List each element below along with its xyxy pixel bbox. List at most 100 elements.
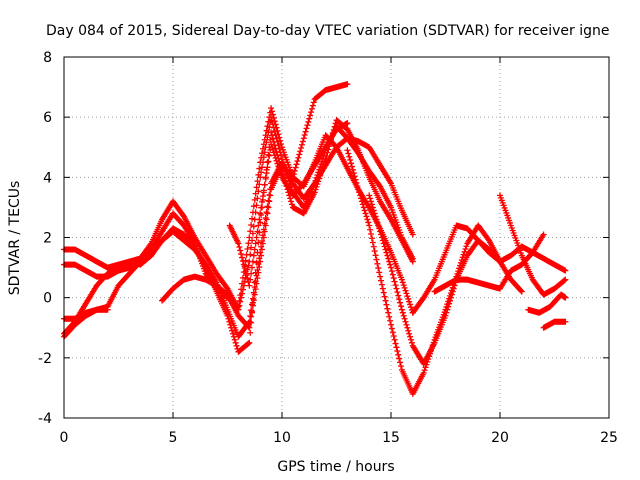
data-point [324, 149, 331, 156]
data-point [246, 339, 253, 346]
data-point [261, 228, 268, 235]
data-point [249, 215, 256, 222]
data-point [404, 293, 411, 300]
data-point [404, 324, 411, 331]
data-point [275, 163, 282, 170]
data-point [397, 363, 404, 370]
data-point [370, 207, 377, 214]
data-point [254, 178, 261, 185]
data-point [386, 258, 393, 265]
data-point [298, 145, 305, 152]
data-point [394, 348, 401, 355]
data-point [402, 287, 409, 294]
data-point [381, 293, 388, 300]
data-point [258, 252, 265, 259]
data-point [273, 148, 280, 155]
data-point [259, 150, 266, 157]
data-point [383, 301, 390, 308]
data-point [260, 154, 267, 161]
y-axis-label: SDTVAR / TECUs [7, 181, 23, 296]
data-point [448, 291, 455, 298]
data-point [366, 222, 373, 229]
series-trace-5 [159, 81, 351, 331]
data-point [297, 148, 304, 155]
data-point [249, 230, 256, 237]
data-point [362, 210, 369, 217]
data-point [257, 219, 264, 226]
data-point [245, 262, 252, 269]
data-point [253, 234, 260, 241]
data-point [308, 109, 315, 116]
data-point [272, 131, 279, 138]
data-point [308, 105, 315, 112]
data-point [260, 187, 267, 194]
data-point [360, 204, 367, 211]
data-point [368, 201, 375, 208]
data-point [344, 147, 351, 154]
data-point [402, 318, 409, 325]
data-point [365, 219, 372, 226]
data-point [348, 160, 355, 167]
data-point [379, 237, 386, 244]
data-point [357, 192, 364, 199]
data-point [236, 244, 243, 251]
data-point [392, 340, 399, 347]
data-point [250, 297, 257, 304]
data-point [351, 173, 358, 180]
x-tick-label: 25 [600, 430, 618, 446]
data-point [372, 213, 379, 220]
data-point [287, 195, 294, 202]
data-point [237, 247, 244, 254]
data-point [249, 308, 256, 315]
data-point [350, 170, 357, 177]
data-point [391, 278, 398, 285]
data-point [421, 367, 428, 374]
data-point [389, 329, 396, 336]
data-point [311, 189, 318, 196]
data-point [268, 105, 275, 112]
data-point [397, 299, 404, 306]
data-point [373, 256, 380, 263]
data-point [268, 129, 275, 136]
data-point [246, 324, 253, 331]
data-point [384, 305, 391, 312]
data-point [272, 145, 279, 152]
data-point [303, 125, 310, 132]
data-point [243, 272, 250, 279]
data-point [255, 269, 262, 276]
series-trace-4 [61, 135, 416, 340]
data-point [378, 281, 385, 288]
data-point [399, 309, 406, 316]
data-point [376, 225, 383, 232]
series-trace-7 [344, 147, 503, 397]
data-point [258, 204, 265, 211]
data-point [378, 234, 385, 241]
data-point [302, 128, 309, 135]
data-point [353, 179, 360, 186]
data-point [398, 306, 405, 313]
data-point [266, 152, 273, 159]
data-point [348, 163, 355, 170]
data-point [406, 330, 413, 337]
data-point [256, 216, 263, 223]
data-point [265, 197, 272, 204]
data-point [371, 210, 378, 217]
data-point [239, 254, 246, 261]
data-point [388, 268, 395, 275]
data-point [318, 161, 325, 168]
data-point [265, 204, 272, 211]
data-point [264, 203, 271, 210]
data-point [237, 298, 244, 305]
data-point [263, 209, 270, 216]
data-point [249, 237, 256, 244]
data-point [244, 246, 251, 253]
data-point [463, 243, 470, 250]
data-point [373, 216, 380, 223]
data-point [403, 321, 410, 328]
data-point [400, 282, 407, 289]
y-tick-label: -4 [38, 411, 52, 427]
data-point [358, 198, 365, 205]
data-point [399, 279, 406, 286]
data-point [255, 188, 262, 195]
